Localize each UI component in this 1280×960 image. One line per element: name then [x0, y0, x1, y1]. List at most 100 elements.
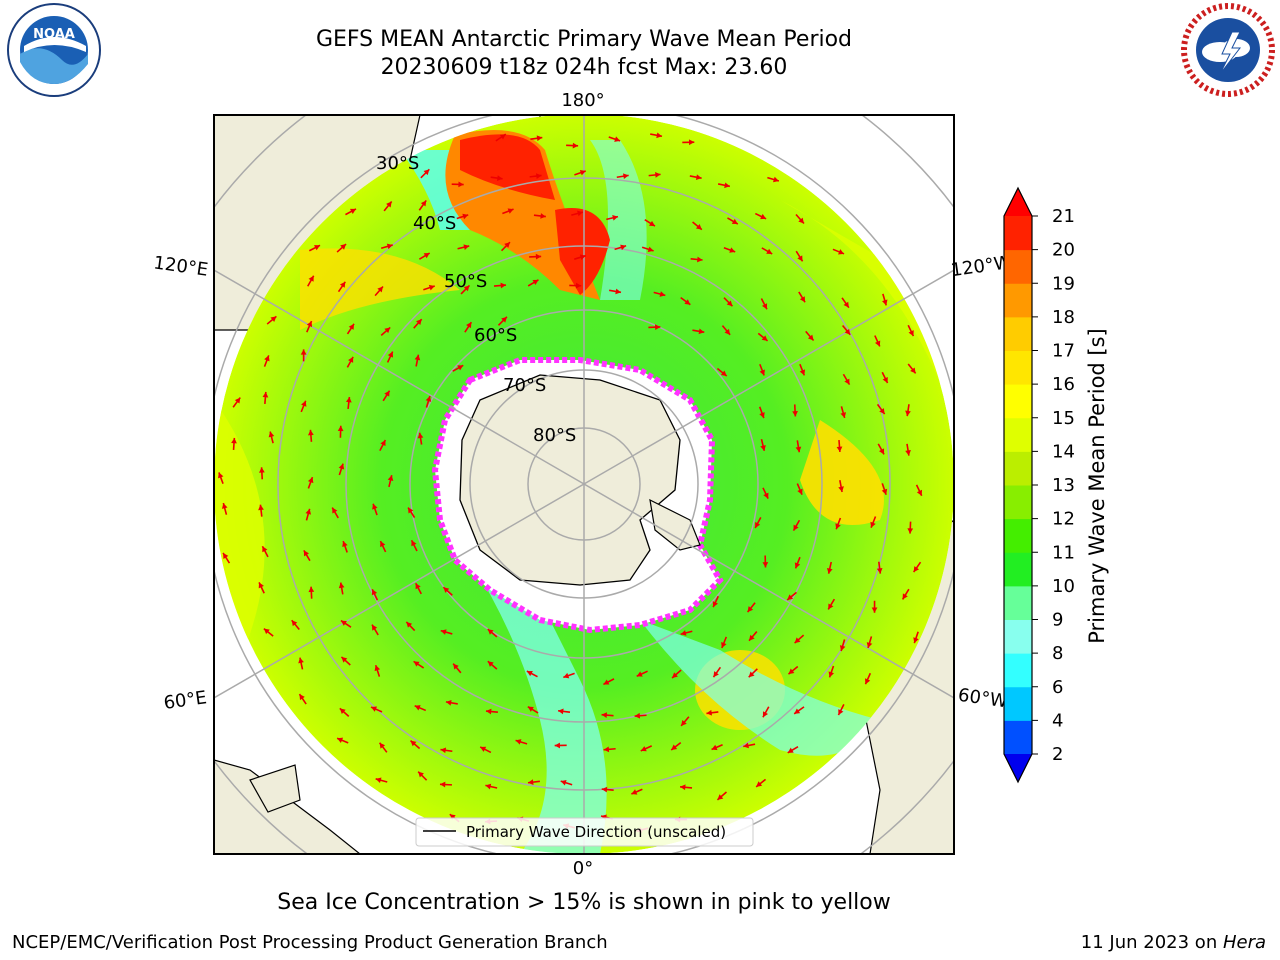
- colorbar-tick-label: 18: [1052, 307, 1075, 328]
- wave-direction-arrowhead: [560, 779, 567, 786]
- wave-direction-arrowhead: [527, 706, 534, 712]
- colorbar-segment: [1004, 283, 1032, 318]
- wave-direction-arrowhead: [807, 334, 814, 341]
- wave-direction-arrowhead: [787, 594, 794, 600]
- wave-direction-arrowhead: [485, 708, 492, 715]
- wave-direction-arrowhead: [905, 450, 911, 456]
- colorbar-under-triangle: [1004, 754, 1032, 782]
- wave-direction-arrowhead: [380, 440, 386, 447]
- wave-direction-arrowhead: [743, 742, 749, 749]
- wave-direction-arrowhead: [348, 323, 355, 330]
- colorbar-segment: [1004, 552, 1032, 587]
- wave-direction-arrowhead: [836, 446, 843, 452]
- wave-direction-arrowhead: [458, 181, 464, 188]
- wave-direction-arrowhead: [871, 607, 878, 613]
- colorbar-segment: [1004, 585, 1032, 620]
- wave-direction-arrowhead: [507, 208, 514, 214]
- wave-direction-arrowhead: [878, 448, 885, 455]
- wave-direction-arrowhead: [375, 777, 382, 784]
- wave-direction-arrowhead: [379, 742, 386, 749]
- footer-credit: NCEP/EMC/Verification Post Processing Pr…: [12, 932, 608, 953]
- wave-direction-arrowhead: [794, 562, 801, 569]
- wave-direction-arrowhead: [759, 369, 765, 376]
- wave-direction-arrowhead: [799, 296, 806, 303]
- wave-direction-arrowhead: [423, 169, 430, 176]
- longitude-gridlines: [214, 115, 954, 854]
- wave-direction-arrowhead: [332, 507, 338, 514]
- wave-direction-arrowhead: [724, 182, 730, 189]
- wave-direction-arrowhead: [870, 521, 876, 528]
- wave-direction-arrowhead: [268, 431, 275, 438]
- colorbar-tick-label: 13: [1052, 475, 1075, 496]
- colorbar-over-triangle: [1004, 188, 1032, 216]
- wave-direction-arrowhead: [577, 210, 583, 217]
- wave-direction-arrowhead: [380, 541, 386, 548]
- colorbar-tick-label: 10: [1052, 576, 1075, 597]
- wave-direction-arrowhead: [623, 173, 629, 180]
- lon-label-120e: 120°E: [152, 252, 209, 280]
- wave-direction-arrowhead: [420, 200, 427, 207]
- wave-direction-arrowhead: [428, 284, 435, 291]
- wave-direction-arrowhead: [721, 642, 727, 648]
- lon-label-bottom: 0°: [573, 858, 593, 879]
- wave-direction-arrowhead: [655, 324, 661, 331]
- colorbar-tick-label: 20: [1052, 240, 1075, 261]
- wave-direction-arrowhead: [371, 706, 377, 712]
- footer-date-text: 11 Jun 2023 on: [1080, 932, 1223, 953]
- wave-direction-arrowhead: [384, 390, 390, 397]
- lat-label-60s: 60°S: [474, 325, 517, 346]
- wave-direction-arrowhead: [307, 477, 314, 484]
- colorbar-segment: [1004, 350, 1032, 385]
- wave-direction-arrowhead: [762, 562, 769, 568]
- wave-direction-arrowhead: [910, 367, 916, 374]
- colorbar-segment: [1004, 216, 1032, 251]
- wave-direction-arrowhead: [416, 319, 422, 326]
- colorbar-segment: [1004, 384, 1032, 419]
- map-frame-border: [213, 114, 955, 855]
- wave-direction-arrowhead: [797, 255, 803, 262]
- wave-direction-arrowhead: [501, 316, 507, 323]
- colorbar-tick-label: 14: [1052, 441, 1075, 462]
- wave-direction-arrowhead: [579, 169, 586, 176]
- land-africa: [214, 759, 361, 854]
- wave-direction-arrowhead: [270, 316, 277, 322]
- wave-direction-arrowhead: [258, 467, 265, 473]
- wave-direction-arrowhead: [647, 246, 654, 253]
- wave-direction-arrowhead: [572, 142, 579, 149]
- wave-direction-arrowhead: [314, 245, 321, 251]
- wave-direction-arrowhead: [838, 709, 844, 716]
- wave-direction-arrowhead: [749, 634, 755, 641]
- wave-direction-arrowhead: [258, 504, 264, 511]
- wave-direction-arrowhead: [671, 744, 678, 750]
- wave-direction-arrowhead: [440, 629, 447, 635]
- wave-direction-arrowhead: [532, 279, 539, 285]
- wave-direction-arrowhead: [308, 429, 314, 436]
- wave-direction-arrowhead: [843, 301, 849, 308]
- colorbar-tick-label: 6: [1052, 677, 1063, 698]
- wave-direction-arrowhead: [234, 397, 241, 404]
- wave-direction-arrowhead: [844, 378, 850, 385]
- wave-direction-arrowhead: [902, 593, 908, 600]
- colorbar-label: Primary Wave Mean Period [s]: [1085, 328, 1109, 644]
- wave-direction-arrowhead: [636, 671, 643, 677]
- wave-direction-arrowhead: [418, 771, 424, 778]
- legend-label: Primary Wave Direction (unscaled): [466, 823, 726, 841]
- wave-direction-arrowhead: [408, 507, 414, 514]
- wave-direction-arrowhead: [308, 586, 315, 593]
- wave-direction-arrowhead: [761, 303, 768, 310]
- wave-direction-arrowhead: [345, 396, 352, 403]
- wave-direction-arrowhead: [681, 719, 687, 726]
- wave-direction-arrowhead: [386, 201, 392, 208]
- colorbar-tick-label: 2: [1052, 744, 1063, 765]
- wave-direction-arrowhead: [218, 472, 224, 479]
- sea-ice-note: Sea Ice Concentration > 15% is shown in …: [277, 890, 891, 915]
- wave-direction-arrowhead: [711, 744, 718, 751]
- wave-direction-arrowhead: [706, 709, 713, 716]
- wave-direction-arrowhead: [712, 601, 719, 608]
- wave-direction-arrowhead: [684, 299, 691, 305]
- wave-direction-arrowhead: [620, 244, 627, 251]
- wave-direction-arrowhead: [414, 705, 421, 711]
- wave-direction-arrowhead: [792, 411, 798, 417]
- wave-direction-arrowhead: [913, 566, 920, 573]
- wave-direction-arrowhead: [659, 291, 666, 297]
